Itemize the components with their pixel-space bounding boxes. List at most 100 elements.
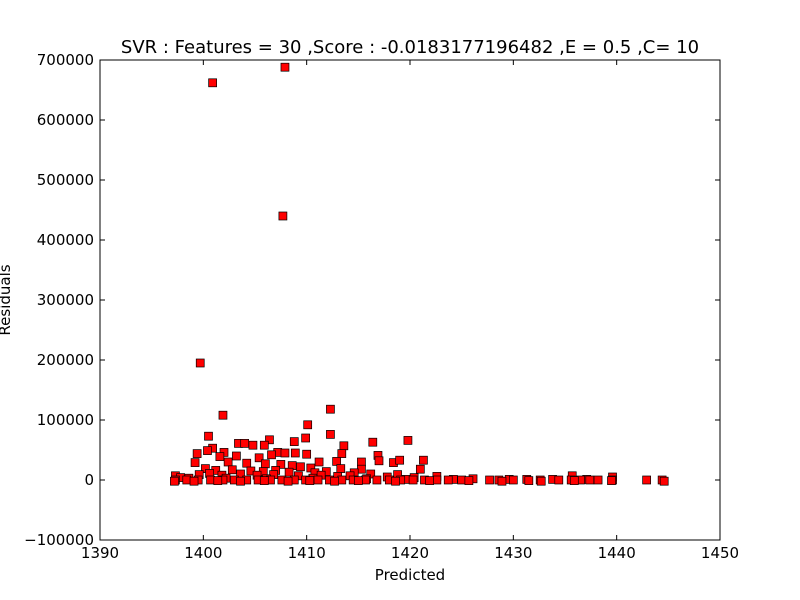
data-point <box>536 476 546 486</box>
data-point <box>432 475 442 485</box>
data-point <box>218 410 228 420</box>
data-point <box>607 476 616 485</box>
data-point <box>313 475 323 485</box>
data-point <box>259 476 269 485</box>
y-tick-label: 200000 <box>37 351 94 369</box>
data-point <box>357 457 366 467</box>
data-point <box>464 476 474 485</box>
data-point <box>170 476 179 486</box>
data-point <box>659 476 669 486</box>
data-point <box>443 475 453 485</box>
data-point <box>403 436 413 445</box>
data-point <box>336 464 346 473</box>
data-point <box>189 476 199 486</box>
x-axis-label: Predicted <box>375 566 445 584</box>
x-tick-label: 1430 <box>494 544 532 562</box>
data-point <box>296 462 305 472</box>
data-point <box>524 476 534 485</box>
data-point <box>283 476 293 486</box>
data-point <box>259 440 269 450</box>
data-point <box>290 448 300 458</box>
data-point <box>419 455 428 465</box>
y-tick-label: 100000 <box>37 411 94 429</box>
x-tick-label: 1450 <box>701 544 739 562</box>
data-point <box>215 452 225 461</box>
x-tick-label: 1420 <box>391 544 429 562</box>
data-point <box>190 458 200 467</box>
y-tick-label: 700000 <box>37 51 94 69</box>
data-point <box>232 451 241 461</box>
data-point <box>240 439 250 448</box>
y-tick-label: 300000 <box>37 291 94 309</box>
y-tick-label: 500000 <box>37 171 94 189</box>
data-point <box>280 62 290 72</box>
data-point <box>195 358 205 368</box>
data-point <box>267 450 276 460</box>
y-tick-label: 600000 <box>37 111 94 129</box>
data-point <box>357 464 366 474</box>
x-tick-label: 1440 <box>598 544 636 562</box>
data-point <box>425 476 434 485</box>
x-tick-label: 1410 <box>288 544 326 562</box>
plot-points <box>170 62 669 486</box>
axis-ticks <box>99 59 721 541</box>
data-point <box>192 449 202 458</box>
data-point <box>203 446 212 455</box>
data-point <box>326 430 335 439</box>
data-point <box>395 455 405 465</box>
data-point <box>585 475 595 485</box>
data-point <box>284 467 294 477</box>
data-point <box>204 431 213 441</box>
data-point <box>569 476 579 485</box>
data-point <box>248 440 258 450</box>
data-point <box>361 475 370 485</box>
data-point <box>337 449 347 458</box>
data-point <box>206 475 215 485</box>
data-point <box>374 456 384 466</box>
y-tick-label: −100000 <box>24 531 94 549</box>
plot-frame <box>99 59 721 541</box>
data-point <box>593 475 603 485</box>
tick-labels: 1390 1400 1410 1420 1430 1440 1450 −100000 0 1000… <box>24 51 739 562</box>
data-point <box>339 441 349 451</box>
data-point <box>302 449 312 459</box>
data-point <box>326 404 335 414</box>
data-point <box>236 476 245 486</box>
data-point <box>485 475 494 485</box>
data-point <box>265 435 274 445</box>
data-point <box>278 211 288 221</box>
data-point <box>391 476 400 486</box>
data-point <box>227 465 237 475</box>
data-point <box>242 458 252 468</box>
data-point <box>301 433 310 443</box>
data-point <box>554 475 564 485</box>
data-point <box>280 448 290 458</box>
data-point <box>332 457 341 466</box>
y-tick-label: 0 <box>84 471 94 489</box>
x-tick-label: 1390 <box>81 544 119 562</box>
data-point <box>182 475 192 485</box>
data-point <box>457 475 467 485</box>
data-point <box>289 437 299 446</box>
data-point <box>254 453 264 463</box>
data-point <box>353 476 363 485</box>
data-point <box>208 78 217 88</box>
data-point <box>260 459 270 469</box>
data-point <box>223 457 233 467</box>
data-point <box>642 475 651 485</box>
y-tick-label: 400000 <box>37 231 94 249</box>
data-point <box>372 475 382 485</box>
data-point <box>314 457 324 467</box>
data-point <box>497 476 507 486</box>
data-point <box>330 476 339 486</box>
data-point <box>368 437 378 447</box>
data-point <box>276 460 286 469</box>
data-point <box>415 464 425 474</box>
data-point <box>305 476 315 485</box>
data-point <box>303 420 313 430</box>
y-axis-label: Residuals <box>0 264 14 335</box>
data-point <box>508 475 518 485</box>
data-point <box>337 475 347 485</box>
chart-title: SVR : Features = 30 ,Score : -0.01831771… <box>121 37 699 58</box>
